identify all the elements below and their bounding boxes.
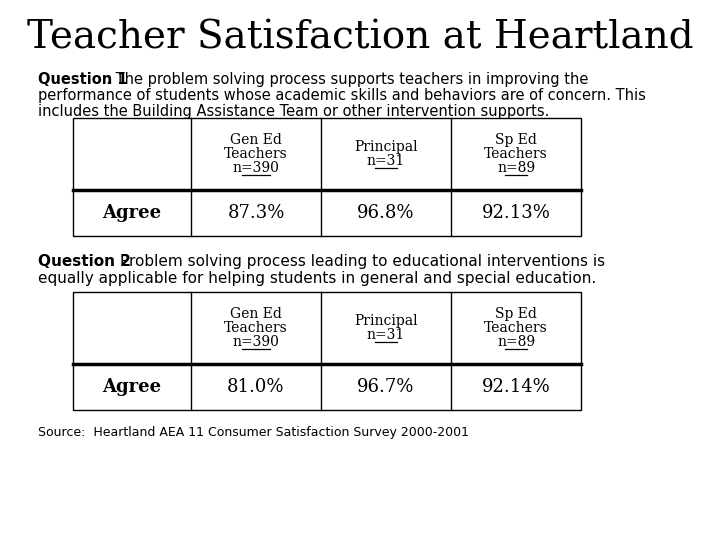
Text: n=31: n=31 [367, 154, 405, 168]
Text: 92.13%: 92.13% [482, 204, 550, 222]
Text: Teachers: Teachers [484, 321, 548, 335]
Text: includes the Building Assistance Team or other intervention supports.: includes the Building Assistance Team or… [38, 104, 549, 119]
Text: 87.3%: 87.3% [228, 204, 284, 222]
Bar [73, 292, 581, 410]
Text: equally applicable for helping students in general and special education.: equally applicable for helping students … [38, 271, 596, 286]
Text: Teachers: Teachers [224, 147, 288, 161]
Text: Teachers: Teachers [224, 321, 288, 335]
Text: Question 1: Question 1 [38, 72, 127, 87]
Text: Sp Ed: Sp Ed [495, 307, 537, 321]
Text: 81.0%: 81.0% [228, 378, 284, 396]
Text: 92.14%: 92.14% [482, 378, 550, 396]
Text: Question 2: Question 2 [38, 254, 131, 269]
Text: n=89: n=89 [497, 161, 535, 175]
Text: n=89: n=89 [497, 335, 535, 349]
Text: Principal: Principal [354, 314, 418, 328]
Text: performance of students whose academic skills and behaviors are of concern. This: performance of students whose academic s… [38, 88, 646, 103]
Text: Teachers: Teachers [484, 147, 548, 161]
Text: n=390: n=390 [233, 161, 279, 175]
Text: Agree: Agree [102, 378, 161, 396]
Text: n=31: n=31 [367, 328, 405, 342]
Text: : The problem solving process supports teachers in improving the: : The problem solving process supports t… [106, 72, 588, 87]
Text: Source:  Heartland AEA 11 Consumer Satisfaction Survey 2000-2001: Source: Heartland AEA 11 Consumer Satisf… [38, 426, 469, 439]
Text: Gen Ed: Gen Ed [230, 307, 282, 321]
Bar [73, 118, 581, 236]
Text: n=390: n=390 [233, 335, 279, 349]
Text: 96.8%: 96.8% [357, 204, 415, 222]
Text: 96.7%: 96.7% [357, 378, 415, 396]
Text: Gen Ed: Gen Ed [230, 133, 282, 147]
Text: Agree: Agree [102, 204, 161, 222]
Text: Principal: Principal [354, 140, 418, 154]
Text: : Problem solving process leading to educational interventions is: : Problem solving process leading to edu… [110, 254, 605, 269]
Text: Teacher Satisfaction at Heartland: Teacher Satisfaction at Heartland [27, 19, 693, 57]
Text: Sp Ed: Sp Ed [495, 133, 537, 147]
